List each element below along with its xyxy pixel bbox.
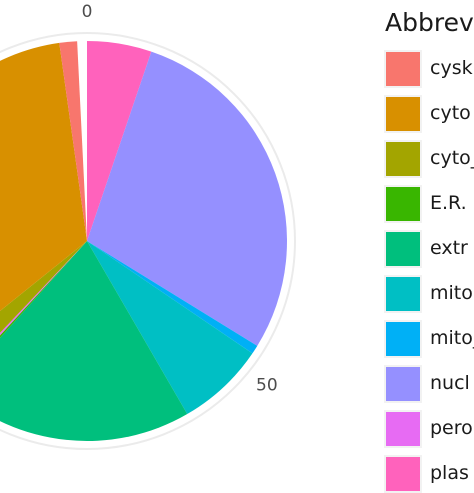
legend-label: pero xyxy=(430,417,473,439)
legend-item: pero xyxy=(384,410,474,448)
legend-swatch xyxy=(386,97,420,131)
legend-key xyxy=(384,95,422,133)
legend-key xyxy=(384,455,422,493)
legend-item: E.R. xyxy=(384,185,474,223)
legend-item: mito xyxy=(384,275,474,313)
pie-slice-nucl xyxy=(87,51,288,346)
grid-circle xyxy=(0,32,296,450)
legend-label: cysk xyxy=(430,57,473,79)
pie-chart: 050100 xyxy=(0,2,296,450)
tick-label-0: 0 xyxy=(82,2,93,22)
pie-slice-er xyxy=(0,241,87,338)
tick-label-50: 50 xyxy=(256,375,278,395)
legend-swatch xyxy=(386,412,420,446)
legend-swatch xyxy=(386,232,420,266)
legend-key xyxy=(384,410,422,448)
legend-key xyxy=(384,275,422,313)
legend-label: E.R. xyxy=(430,192,467,214)
legend-key xyxy=(384,365,422,403)
legend-title: Abbrevi xyxy=(385,8,474,37)
legend-item: nucl xyxy=(384,365,474,403)
legend-key xyxy=(384,230,422,268)
legend-key xyxy=(384,50,422,88)
legend-swatch xyxy=(386,322,420,356)
legend-label: cyto_ xyxy=(430,147,474,169)
pie-slice-mito xyxy=(87,241,258,354)
legend-item: extr xyxy=(384,230,474,268)
legend-swatch xyxy=(386,187,420,221)
pie-slice-cysk xyxy=(59,41,87,241)
pie-slices xyxy=(0,41,288,441)
legend-key xyxy=(384,320,422,358)
legend-key xyxy=(384,140,422,178)
legend-label: extr xyxy=(430,237,468,259)
pie-slice-cyto xyxy=(0,42,87,312)
polar-grid xyxy=(0,32,296,450)
legend-swatch xyxy=(386,142,420,176)
legend-label: mito xyxy=(430,282,473,304)
pie-slice-mito xyxy=(87,241,253,415)
legend-label: plas xyxy=(430,462,469,484)
legend-item: cysk xyxy=(384,50,474,88)
pie-slice-extr xyxy=(0,241,188,441)
pie-slice-plas xyxy=(87,41,152,241)
legend-item: cyto_ xyxy=(384,140,474,178)
legend-swatch xyxy=(386,367,420,401)
angle-tick-labels: 050100 xyxy=(82,2,278,395)
legend-label: mito_ xyxy=(430,327,474,349)
legend-label: nucl xyxy=(430,372,470,394)
legend-swatch xyxy=(386,52,420,86)
legend-key xyxy=(384,185,422,223)
legend-label: cyto xyxy=(430,102,471,124)
legend-item: cyto xyxy=(384,95,474,133)
legend-swatch xyxy=(386,277,420,311)
legend-item: mito_ xyxy=(384,320,474,358)
legend-swatch xyxy=(386,457,420,491)
legend-item: plas xyxy=(384,455,474,493)
